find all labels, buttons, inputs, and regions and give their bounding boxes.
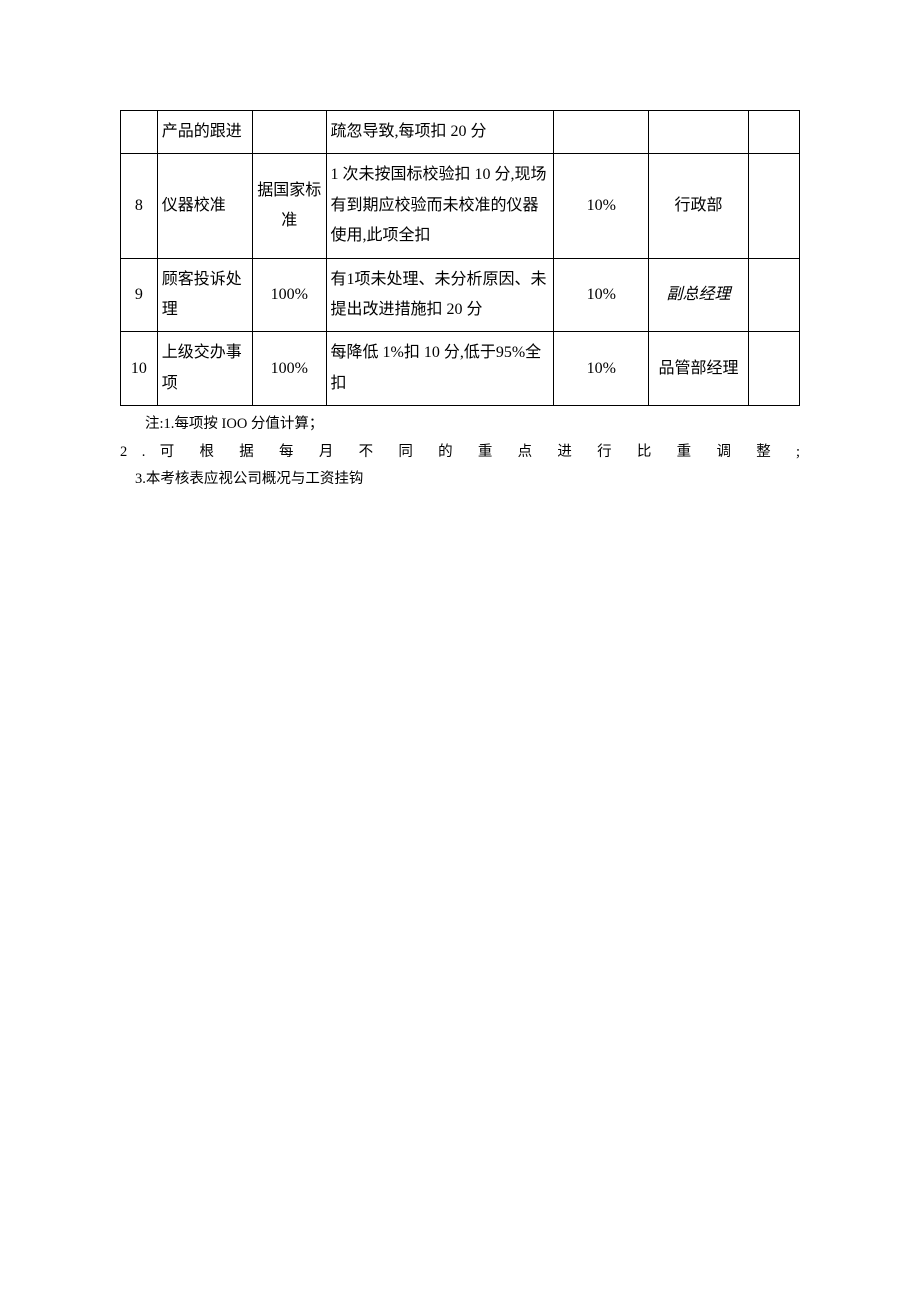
cell-num: 10 xyxy=(121,332,158,406)
cell-target: 100% xyxy=(253,258,326,332)
cell-weight: 10% xyxy=(554,154,649,258)
cell-responsible xyxy=(649,111,748,154)
cell-item: 产品的跟进 xyxy=(157,111,252,154)
cell-last xyxy=(748,258,799,332)
cell-num xyxy=(121,111,158,154)
cell-target xyxy=(253,111,326,154)
cell-weight: 10% xyxy=(554,332,649,406)
cell-num: 9 xyxy=(121,258,158,332)
cell-responsible: 副总经理 xyxy=(649,258,748,332)
notes-section: 注:1.每项按 IOO 分值计算； 2 . 可 根 据 每 月 不 同 的 重 … xyxy=(120,411,800,494)
note-line-3: 3.本考核表应视公司概况与工资挂钩 xyxy=(120,466,800,494)
cell-criteria: 1 次未按国标校验扣 10 分,现场有到期应校验而未校准的仪器使用,此项全扣 xyxy=(326,154,554,258)
cell-item: 仪器校准 xyxy=(157,154,252,258)
note-line-1: 注:1.每项按 IOO 分值计算； xyxy=(120,411,800,439)
cell-last xyxy=(748,332,799,406)
cell-item: 上级交办事项 xyxy=(157,332,252,406)
cell-last xyxy=(748,111,799,154)
assessment-table: 产品的跟进 疏忽导致,每项扣 20 分 8 仪器校准 据国家标准 1 次未按国标… xyxy=(120,110,800,406)
note-line-2: 2 . 可 根 据 每 月 不 同 的 重 点 进 行 比 重 调 整 ; xyxy=(120,439,800,467)
table-row: 8 仪器校准 据国家标准 1 次未按国标校验扣 10 分,现场有到期应校验而未校… xyxy=(121,154,800,258)
table-row: 10 上级交办事项 100% 每降低 1%扣 10 分,低于95%全扣 10% … xyxy=(121,332,800,406)
cell-criteria: 有1项未处理、未分析原因、未提出改进措施扣 20 分 xyxy=(326,258,554,332)
table-row: 产品的跟进 疏忽导致,每项扣 20 分 xyxy=(121,111,800,154)
cell-target: 据国家标准 xyxy=(253,154,326,258)
cell-criteria: 每降低 1%扣 10 分,低于95%全扣 xyxy=(326,332,554,406)
table-row: 9 顾客投诉处理 100% 有1项未处理、未分析原因、未提出改进措施扣 20 分… xyxy=(121,258,800,332)
cell-responsible: 行政部 xyxy=(649,154,748,258)
cell-num: 8 xyxy=(121,154,158,258)
cell-criteria: 疏忽导致,每项扣 20 分 xyxy=(326,111,554,154)
cell-weight: 10% xyxy=(554,258,649,332)
cell-responsible: 品管部经理 xyxy=(649,332,748,406)
cell-last xyxy=(748,154,799,258)
cell-weight xyxy=(554,111,649,154)
cell-item: 顾客投诉处理 xyxy=(157,258,252,332)
cell-target: 100% xyxy=(253,332,326,406)
